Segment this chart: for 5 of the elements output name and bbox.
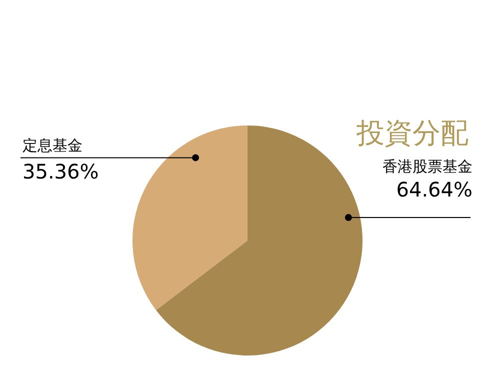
slice-label: 香港股票基金 — [382, 158, 472, 176]
slice-label: 定息基金 — [22, 136, 82, 155]
data-label: 64.64% — [396, 178, 473, 202]
data-label: 35.36% — [22, 160, 99, 184]
chart-title: 投資分配 — [356, 116, 468, 150]
